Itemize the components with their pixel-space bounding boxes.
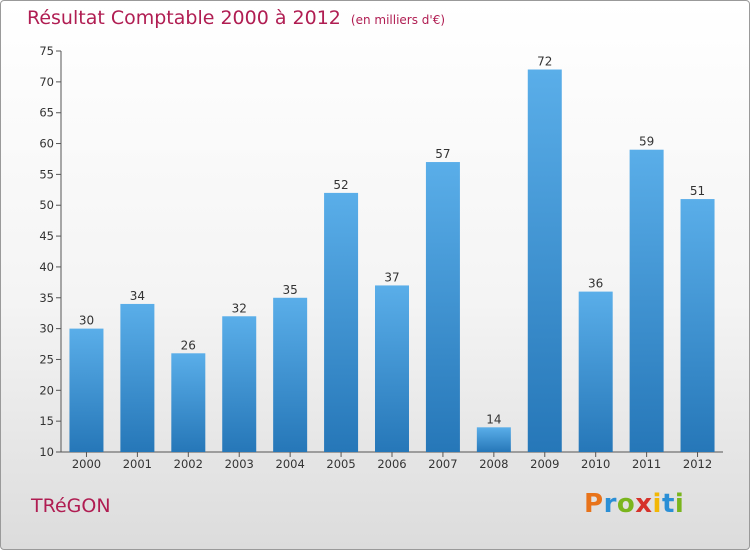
data-label-2011: 59 — [639, 135, 654, 149]
bar-2009 — [527, 69, 562, 452]
y-tick-label: 10 — [39, 445, 54, 459]
bar-2001 — [120, 303, 155, 452]
chart-title: Résultat Comptable 2000 à 2012 (en millie… — [27, 7, 445, 29]
data-label-2009: 72 — [537, 55, 552, 69]
bar-2011 — [629, 149, 664, 452]
x-tick-label: 2000 — [72, 457, 101, 471]
x-tick-label: 2011 — [632, 457, 661, 471]
y-tick-label: 50 — [39, 198, 54, 212]
y-tick-label: 65 — [39, 106, 54, 120]
proxiti-logo: Proxiti — [584, 489, 684, 519]
x-tick-label: 2006 — [377, 457, 406, 471]
bar-2010 — [578, 291, 613, 452]
logo-letter: i — [674, 489, 685, 519]
y-tick-label: 55 — [39, 167, 54, 181]
y-tick-label: 30 — [39, 322, 54, 336]
chart-subtitle: (en milliers d'€) — [350, 13, 446, 27]
chart-title-text: Résultat Comptable 2000 à 2012 — [27, 7, 341, 29]
x-tick-label: 2002 — [174, 457, 203, 471]
logo-letter: o — [616, 489, 636, 519]
x-tick-label: 2012 — [683, 457, 712, 471]
x-tick-label: 2005 — [326, 457, 355, 471]
bar-2008 — [476, 427, 511, 452]
x-tick-label: 2009 — [530, 457, 559, 471]
bar-2007 — [425, 162, 460, 453]
y-tick-label: 15 — [39, 414, 54, 428]
data-label-2012: 51 — [690, 184, 705, 198]
data-label-2007: 57 — [435, 147, 450, 161]
y-tick-label: 60 — [39, 137, 54, 151]
x-tick-label: 2007 — [428, 457, 457, 471]
y-tick-label: 45 — [39, 229, 54, 243]
logo-letter: r — [603, 489, 617, 519]
bar-2004 — [273, 297, 308, 452]
x-tick-label: 2008 — [479, 457, 508, 471]
x-tick-label: 2004 — [276, 457, 305, 471]
bar-2012 — [680, 199, 715, 452]
bar-2005 — [324, 192, 359, 452]
y-tick-label: 40 — [39, 260, 54, 274]
bar-2000 — [69, 328, 104, 452]
bar-2003 — [222, 316, 257, 452]
data-label-2008: 14 — [486, 412, 501, 426]
data-label-2004: 35 — [283, 283, 298, 297]
data-label-2005: 52 — [333, 178, 348, 192]
data-label-2003: 32 — [232, 301, 247, 315]
y-tick-label: 35 — [39, 291, 54, 305]
data-label-2010: 36 — [588, 277, 603, 291]
data-label-2001: 34 — [130, 289, 145, 303]
data-label-2000: 30 — [79, 314, 94, 328]
y-tick-label: 25 — [39, 352, 54, 366]
data-label-2006: 37 — [384, 270, 399, 284]
logo-letter: t — [661, 489, 675, 519]
logo-letter: i — [652, 489, 662, 519]
x-tick-label: 2003 — [225, 457, 254, 471]
y-tick-label: 70 — [39, 75, 54, 89]
y-tick-label: 75 — [39, 44, 54, 58]
y-tick-label: 20 — [39, 383, 54, 397]
x-tick-label: 2001 — [123, 457, 152, 471]
x-tick-label: 2010 — [581, 457, 610, 471]
commune-name: TRéGON — [31, 495, 111, 517]
logo-letter: x — [635, 489, 653, 519]
data-label-2002: 26 — [181, 338, 196, 352]
logo-letter: P — [584, 489, 604, 519]
bar-2002 — [171, 353, 206, 452]
bar-2006 — [375, 285, 409, 452]
